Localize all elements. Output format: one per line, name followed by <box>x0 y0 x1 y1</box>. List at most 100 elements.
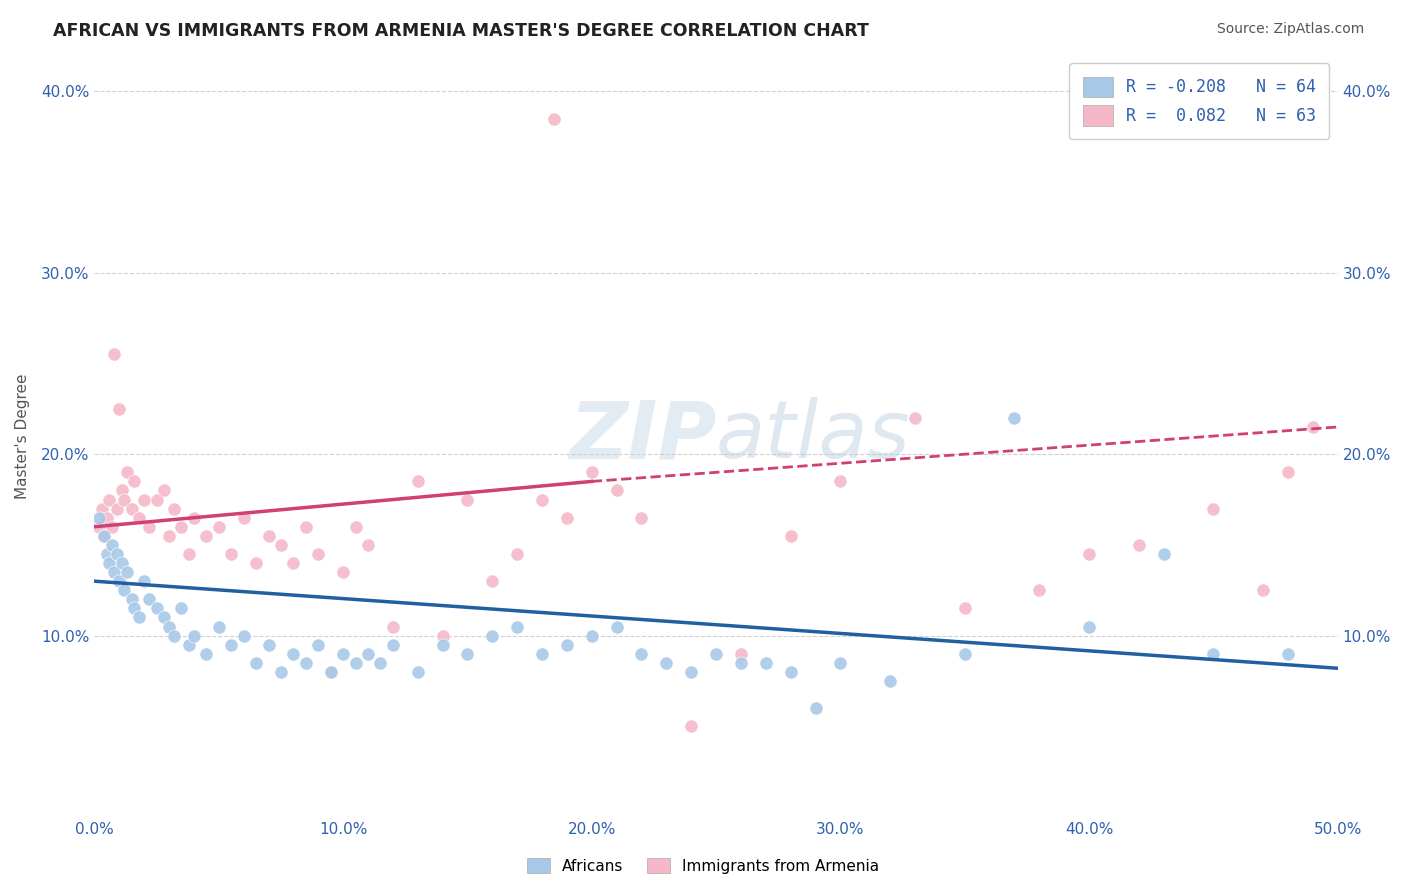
Point <box>606 619 628 633</box>
Point <box>145 492 167 507</box>
Point <box>115 565 138 579</box>
Legend: Africans, Immigrants from Armenia: Africans, Immigrants from Armenia <box>522 852 884 880</box>
Point <box>555 510 578 524</box>
Point <box>283 647 305 661</box>
Point <box>183 629 205 643</box>
Legend: R = -0.208   N = 64, R =  0.082   N = 63: R = -0.208 N = 64, R = 0.082 N = 63 <box>1070 63 1329 139</box>
Point <box>953 647 976 661</box>
Point <box>506 547 529 561</box>
Point <box>245 556 267 570</box>
Point <box>1202 501 1225 516</box>
Point <box>506 619 529 633</box>
Point <box>270 665 292 679</box>
Point <box>357 538 380 552</box>
Point <box>319 665 342 679</box>
Point <box>122 601 145 615</box>
Point <box>101 538 124 552</box>
Point <box>245 656 267 670</box>
Point <box>332 647 354 661</box>
Point <box>270 538 292 552</box>
Point <box>112 492 135 507</box>
Point <box>332 565 354 579</box>
Point <box>1028 583 1050 598</box>
Point <box>111 483 134 498</box>
Point <box>381 619 404 633</box>
Point <box>122 475 145 489</box>
Point <box>830 656 852 670</box>
Point <box>779 665 801 679</box>
Point <box>681 665 703 679</box>
Point <box>1128 538 1150 552</box>
Point <box>530 492 553 507</box>
Point <box>93 529 115 543</box>
Text: atlas: atlas <box>716 397 911 475</box>
Point <box>1277 466 1299 480</box>
Point <box>111 556 134 570</box>
Point <box>108 401 131 416</box>
Point <box>170 601 193 615</box>
Text: Source: ZipAtlas.com: Source: ZipAtlas.com <box>1216 22 1364 37</box>
Point <box>98 556 121 570</box>
Point <box>319 665 342 679</box>
Point <box>1302 420 1324 434</box>
Point <box>183 510 205 524</box>
Point <box>581 629 603 643</box>
Point <box>170 520 193 534</box>
Point <box>105 501 128 516</box>
Point <box>103 347 125 361</box>
Point <box>90 501 112 516</box>
Point <box>1078 547 1101 561</box>
Point <box>555 638 578 652</box>
Point <box>1002 411 1025 425</box>
Y-axis label: Master's Degree: Master's Degree <box>15 374 30 499</box>
Point <box>195 529 218 543</box>
Point <box>138 592 160 607</box>
Point <box>381 638 404 652</box>
Point <box>481 574 503 589</box>
Point <box>581 466 603 480</box>
Point <box>307 547 329 561</box>
Point <box>1277 647 1299 661</box>
Point <box>606 483 628 498</box>
Point <box>1153 547 1175 561</box>
Point <box>134 492 156 507</box>
Point <box>163 629 186 643</box>
Point <box>153 610 176 624</box>
Point <box>681 719 703 733</box>
Point <box>755 656 778 670</box>
Point <box>121 501 143 516</box>
Point <box>93 529 115 543</box>
Point <box>232 510 254 524</box>
Point <box>730 647 752 661</box>
Point <box>630 647 652 661</box>
Point <box>295 656 318 670</box>
Point <box>344 520 367 534</box>
Point <box>779 529 801 543</box>
Point <box>112 583 135 598</box>
Point <box>138 520 160 534</box>
Point <box>730 656 752 670</box>
Point <box>121 592 143 607</box>
Point <box>307 638 329 652</box>
Point <box>157 529 180 543</box>
Point <box>630 510 652 524</box>
Point <box>145 601 167 615</box>
Point <box>96 510 118 524</box>
Point <box>257 638 280 652</box>
Point <box>128 610 150 624</box>
Point <box>195 647 218 661</box>
Point <box>543 112 565 126</box>
Point <box>219 547 242 561</box>
Point <box>879 673 901 688</box>
Point <box>108 574 131 589</box>
Point <box>134 574 156 589</box>
Point <box>406 665 429 679</box>
Point <box>481 629 503 643</box>
Point <box>208 619 231 633</box>
Point <box>177 547 200 561</box>
Point <box>153 483 176 498</box>
Point <box>128 510 150 524</box>
Point <box>96 547 118 561</box>
Point <box>344 656 367 670</box>
Point <box>115 466 138 480</box>
